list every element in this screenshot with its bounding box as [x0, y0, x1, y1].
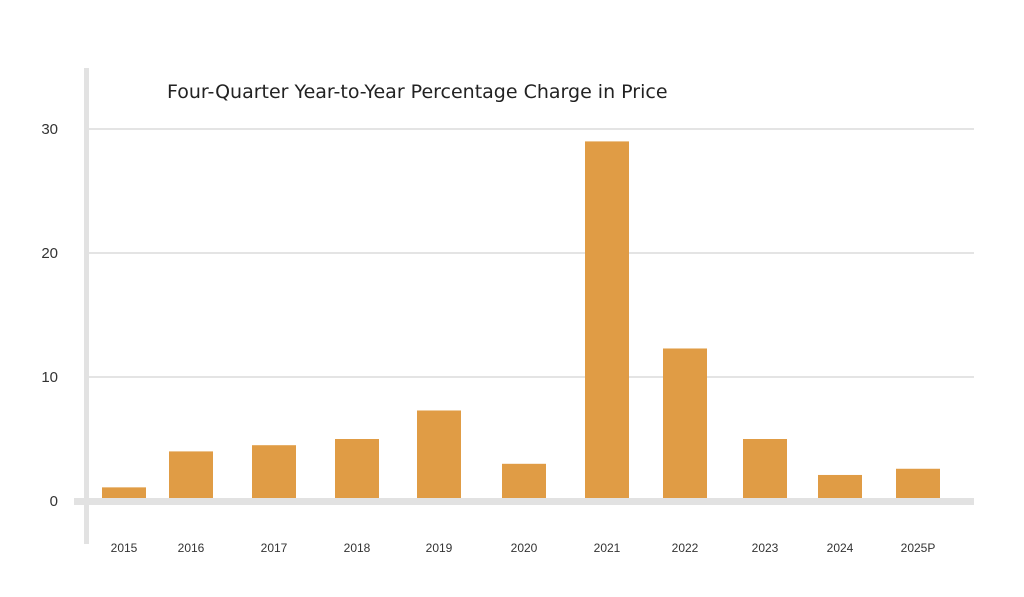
x-tick-label: 2018: [344, 541, 371, 555]
bar: [417, 410, 461, 501]
gridlines: [89, 128, 974, 378]
bar: [169, 451, 213, 501]
x-tick-label: 2016: [178, 541, 205, 555]
x-tick-labels: 2015 2016 2017 2018 2019 2020 2021 2022 …: [111, 541, 936, 555]
bar: [663, 348, 707, 501]
x-tick-label: 2022: [672, 541, 699, 555]
y-tick-label: 10: [41, 369, 58, 386]
bar: [896, 468, 940, 501]
x-tick-label: 2015: [111, 541, 138, 555]
y-tick-label: 30: [41, 121, 58, 138]
bar: [502, 463, 546, 501]
bar: [252, 445, 296, 501]
x-tick-label: 2021: [594, 541, 621, 555]
bar: [102, 487, 146, 501]
bar: [818, 474, 862, 501]
x-tick-label: 2024: [827, 541, 854, 555]
bar: [743, 439, 787, 501]
x-tick-label: 2025P: [901, 541, 936, 555]
y-tick-labels: 0 10 20 30: [41, 121, 58, 510]
x-tick-label: 2017: [261, 541, 288, 555]
bars: [102, 141, 940, 501]
x-axis-line: [74, 498, 974, 505]
y-axis-line: [84, 68, 89, 544]
x-tick-label: 2020: [511, 541, 538, 555]
x-tick-label: 2023: [752, 541, 779, 555]
y-tick-label: 0: [50, 493, 58, 510]
bar: [585, 141, 629, 501]
y-tick-label: 20: [41, 245, 58, 262]
chart-title: Four-Quarter Year-to-Year Percentage Cha…: [167, 81, 668, 103]
x-tick-label: 2019: [426, 541, 453, 555]
bar: [335, 439, 379, 501]
